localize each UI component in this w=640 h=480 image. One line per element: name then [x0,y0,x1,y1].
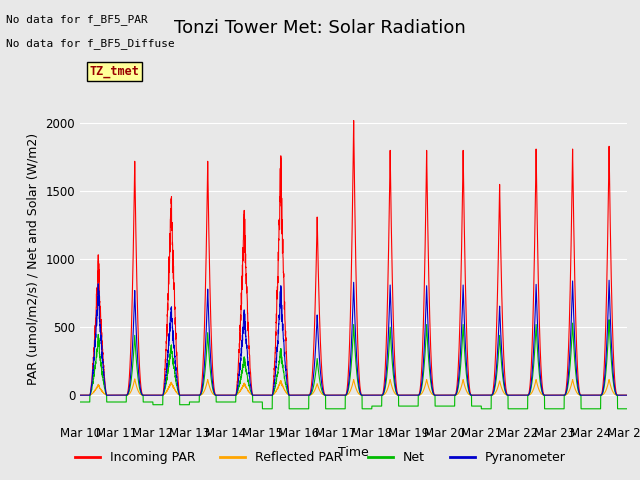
Text: No data for f_BF5_Diffuse: No data for f_BF5_Diffuse [6,38,175,49]
Text: TZ_tmet: TZ_tmet [90,65,140,78]
X-axis label: Time: Time [338,446,369,459]
Y-axis label: PAR (umol/m2/s) / Net and Solar (W/m2): PAR (umol/m2/s) / Net and Solar (W/m2) [27,133,40,385]
Legend: Incoming PAR, Reflected PAR, Net, Pyranometer: Incoming PAR, Reflected PAR, Net, Pyrano… [70,446,570,469]
Text: Tonzi Tower Met: Solar Radiation: Tonzi Tower Met: Solar Radiation [174,19,466,37]
Text: No data for f_BF5_PAR: No data for f_BF5_PAR [6,14,148,25]
